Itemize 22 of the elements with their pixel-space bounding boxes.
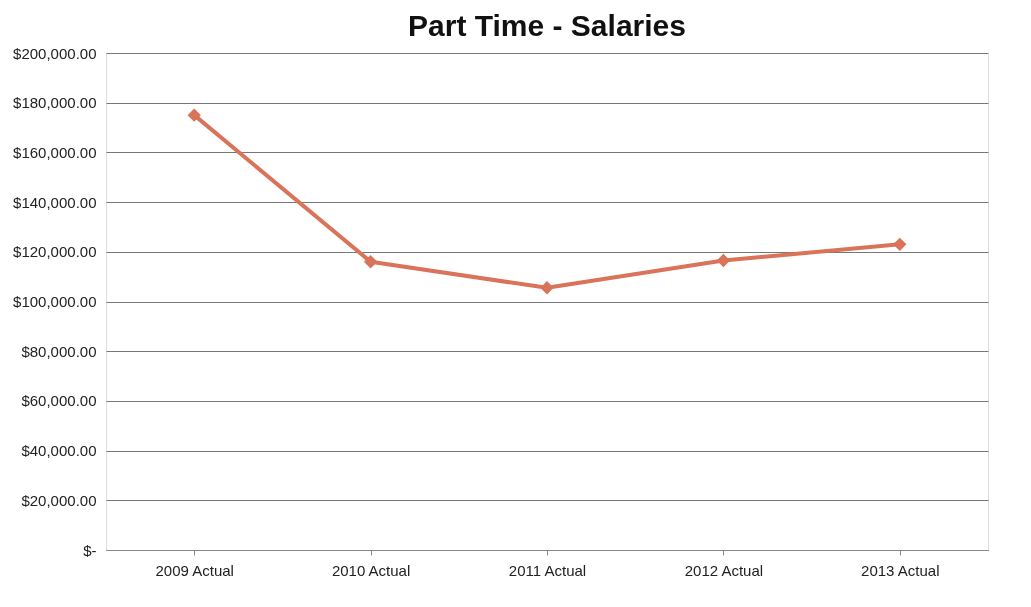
y-tick-label: $200,000.00: [13, 44, 97, 62]
chart-title: Part Time - Salaries: [408, 9, 686, 42]
y-tick-label: $40,000.00: [21, 442, 97, 460]
x-tick-label: 2013 Actual: [861, 561, 940, 579]
y-tick-label: $160,000.00: [13, 143, 97, 161]
y-tick-label: $120,000.00: [13, 243, 97, 261]
y-tick-label: $-: [83, 541, 97, 559]
point: [363, 255, 378, 269]
y-tick-label: $100,000.00: [13, 293, 97, 310]
y-tick-label: $180,000.00: [13, 94, 97, 112]
point: [540, 281, 554, 295]
x-tick-label: 2009 Actual: [155, 561, 234, 579]
y-tick-label: $20,000.00: [21, 491, 97, 509]
point: [893, 237, 907, 252]
point: [187, 108, 201, 122]
x-tick-label: 2012 Actual: [684, 561, 764, 579]
y-tick-label: $80,000.00: [21, 342, 97, 360]
point: [716, 253, 731, 268]
x-tick-label: 2011 Actual: [508, 561, 587, 579]
y-tick-label: $60,000.00: [21, 392, 97, 410]
x-tick-label: 2010 Actual: [331, 561, 411, 579]
y-tick-label: $140,000.00: [13, 193, 97, 211]
